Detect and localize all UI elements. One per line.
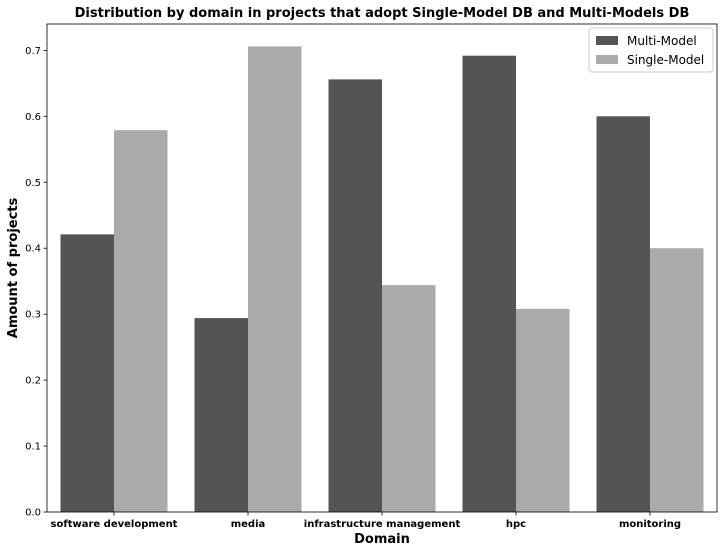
- legend-box: [588, 27, 714, 73]
- y-axis-label: Amount of projects: [6, 198, 21, 339]
- y-tick-label: 0.1: [25, 442, 41, 453]
- bar-single-model: [114, 130, 168, 512]
- bar-single-model: [248, 46, 302, 513]
- bar-multi-model: [328, 79, 382, 513]
- bar-single-model: [650, 248, 704, 512]
- x-tick-label: media: [231, 519, 266, 530]
- bar-multi-model: [462, 55, 516, 512]
- bar-multi-model: [60, 234, 114, 512]
- y-tick-label: 0.7: [25, 46, 41, 57]
- y-tick-label: 0.2: [25, 376, 41, 387]
- bar-single-model: [516, 308, 570, 512]
- y-tick-label: 0.6: [25, 112, 41, 123]
- y-tick-label: 0.4: [25, 244, 41, 255]
- legend-swatch: [596, 55, 618, 64]
- x-tick-label: monitoring: [619, 519, 681, 530]
- x-tick-label: infrastructure management: [304, 519, 461, 530]
- y-tick-label: 0.5: [25, 178, 41, 189]
- y-tick-label: 0.3: [25, 310, 41, 321]
- legend-swatch: [596, 36, 618, 45]
- legend-label: Single-Model: [627, 53, 704, 67]
- plot-area: software development media infrastructure …: [25, 23, 718, 530]
- x-tick-label: software development: [51, 519, 178, 530]
- x-tick-label: hpc: [506, 519, 526, 530]
- legend: Multi-Model Single-Model: [588, 27, 714, 73]
- y-tick-label: 0.0: [25, 508, 41, 519]
- bar-multi-model: [596, 116, 650, 513]
- chart-title: Distribution by domain in projects that …: [75, 6, 690, 21]
- x-axis-label: Domain: [354, 532, 410, 547]
- bar-multi-model: [194, 318, 248, 512]
- plot-frame: [46, 23, 718, 513]
- legend-label: Multi-Model: [627, 34, 697, 48]
- bar-single-model: [382, 285, 436, 512]
